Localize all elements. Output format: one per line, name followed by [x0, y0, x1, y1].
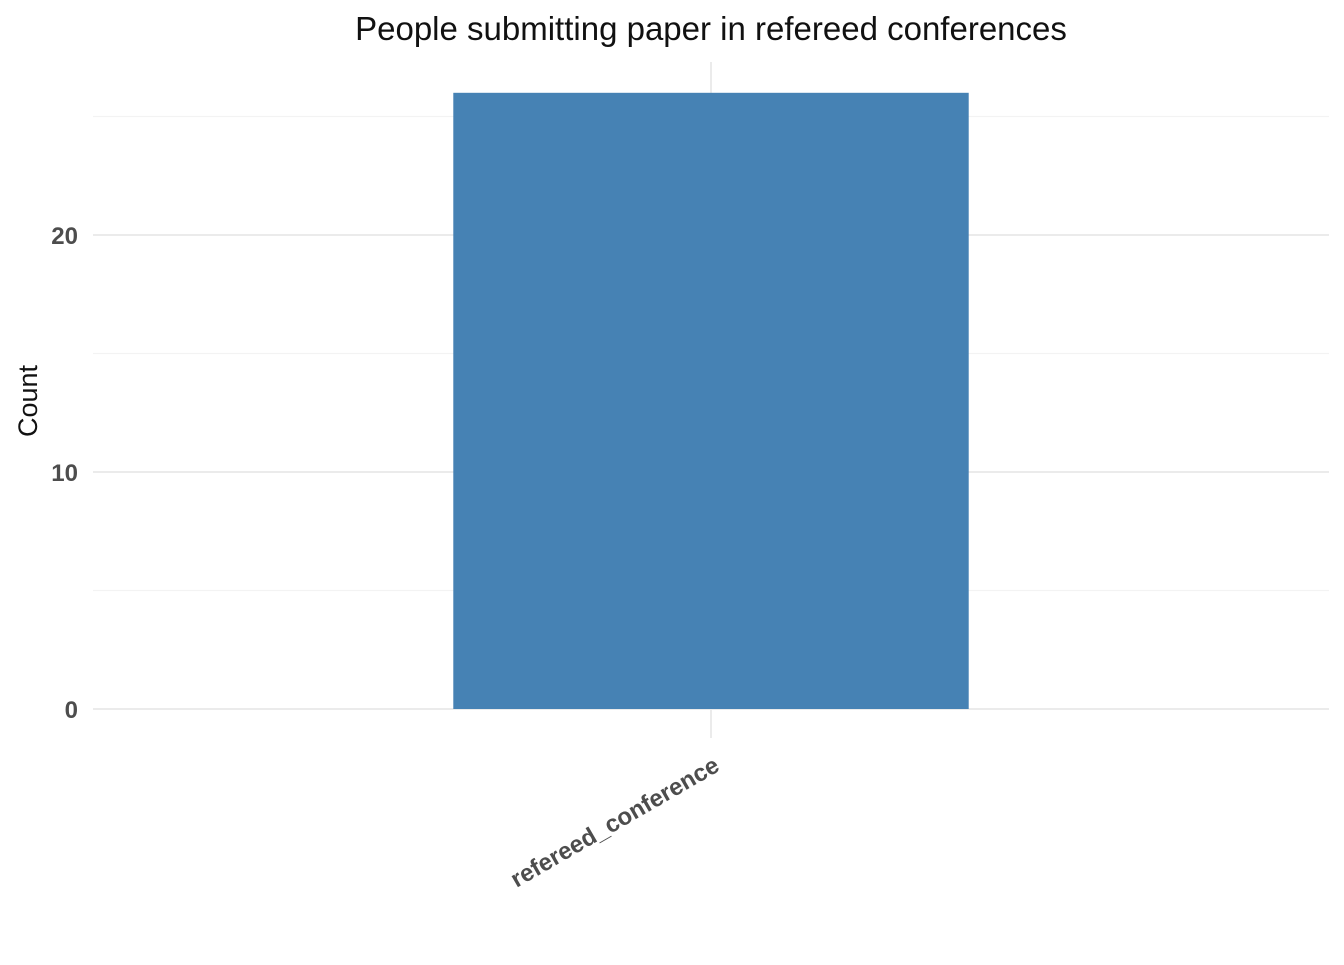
bars — [453, 92, 969, 710]
y-tick-label: 20 — [51, 223, 78, 250]
y-tick-label: 0 — [65, 697, 78, 724]
y-tick-label: 10 — [51, 460, 78, 487]
x-tick-label: refereed_conference — [506, 752, 724, 893]
chart-title: People submitting paper in refereed conf… — [355, 10, 1067, 47]
y-axis-label: Count — [13, 364, 43, 437]
bar-refereed_conference — [453, 92, 969, 710]
